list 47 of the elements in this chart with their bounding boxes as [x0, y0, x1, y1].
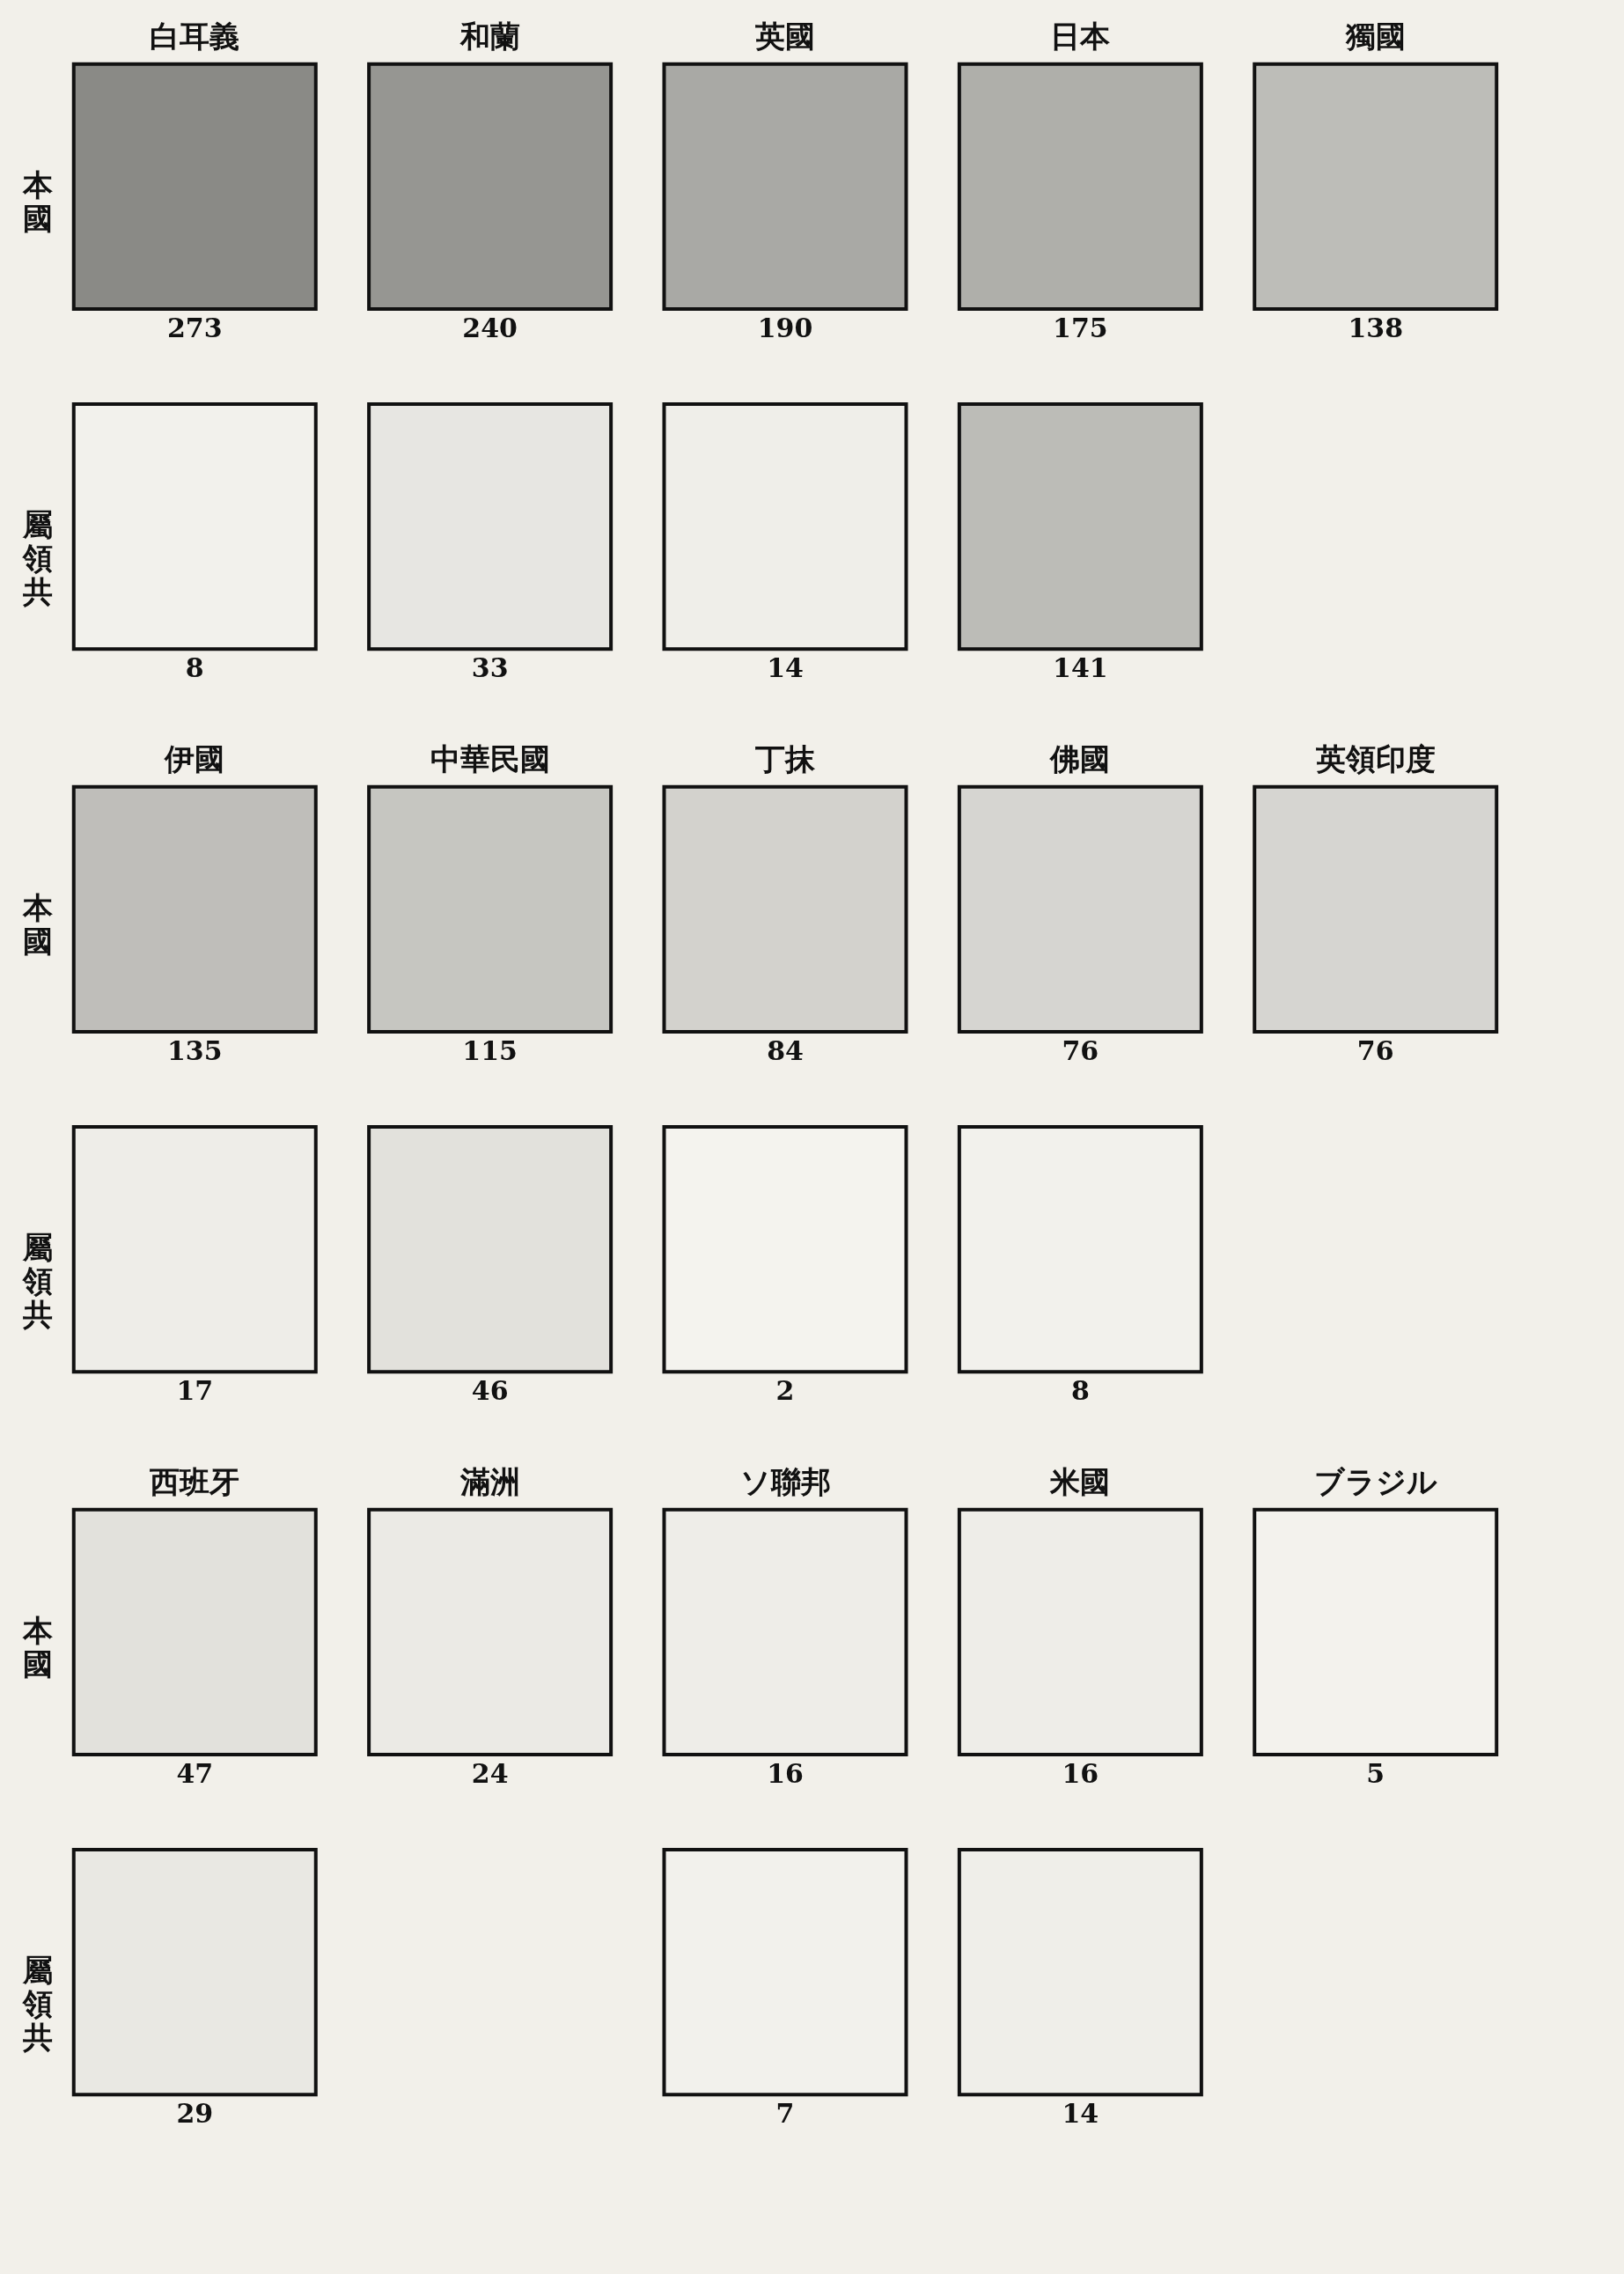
data-label: 17 [176, 1375, 214, 1407]
y-tick-label: 屬領共 [20, 507, 53, 610]
x-tick-label: 獨國 [1344, 18, 1406, 54]
x-tick-label: 米國 [1049, 1463, 1111, 1499]
x-tick-label: 英國 [754, 18, 815, 54]
x-tick-label: 中華民國 [430, 740, 550, 776]
data-label: 24 [471, 1757, 509, 1789]
data-label: 76 [1356, 1034, 1394, 1066]
data-label: 2 [775, 1375, 795, 1407]
x-tick-label: 滿洲 [459, 1463, 520, 1499]
data-label: 138 [1348, 312, 1404, 343]
data-label: 84 [767, 1034, 804, 1066]
data-label: 115 [462, 1034, 518, 1066]
x-tick-label: 丁抹 [754, 740, 816, 776]
data-label: 135 [166, 1034, 223, 1066]
x-tick-label: ブラジル [1313, 1463, 1437, 1499]
x-tick-label: 日本 [1050, 18, 1112, 54]
x-tick-label: ソ聯邦 [739, 1463, 831, 1499]
data-label: 7 [775, 2098, 795, 2130]
data-label: 46 [471, 1375, 509, 1407]
y-tick-label: 屬領共 [20, 1230, 53, 1333]
y-tick-label: 本國 [21, 166, 54, 236]
data-label: 16 [767, 1757, 804, 1789]
x-tick-label: 佛國 [1049, 740, 1111, 776]
data-label: 33 [471, 652, 509, 684]
data-label: 16 [1062, 1757, 1099, 1789]
data-label: 190 [757, 312, 813, 343]
y-tick-label: 本國 [21, 889, 54, 959]
data-label: 5 [1366, 1757, 1385, 1789]
x-tick-label: 西班牙 [149, 1463, 240, 1499]
data-label: 8 [1070, 1375, 1090, 1407]
x-tick-label: 英領印度 [1314, 740, 1436, 776]
data-label: 14 [767, 652, 804, 684]
x-tick-label: 白耳義 [150, 18, 240, 54]
data-label: 273 [166, 312, 223, 343]
data-label: 141 [1053, 652, 1108, 684]
x-tick-label: 伊國 [164, 740, 225, 776]
data-label: 76 [1062, 1034, 1099, 1066]
data-label: 47 [176, 1757, 214, 1789]
data-label: 8 [185, 652, 204, 684]
data-label: 14 [1062, 2098, 1099, 2130]
x-tick-label: 和蘭 [459, 18, 520, 54]
data-label: 175 [1053, 312, 1108, 343]
y-tick-label: 本國 [21, 1612, 54, 1682]
y-tick-label: 屬領共 [20, 1953, 53, 2056]
data-label: 240 [462, 312, 518, 343]
data-label: 29 [176, 2098, 214, 2130]
